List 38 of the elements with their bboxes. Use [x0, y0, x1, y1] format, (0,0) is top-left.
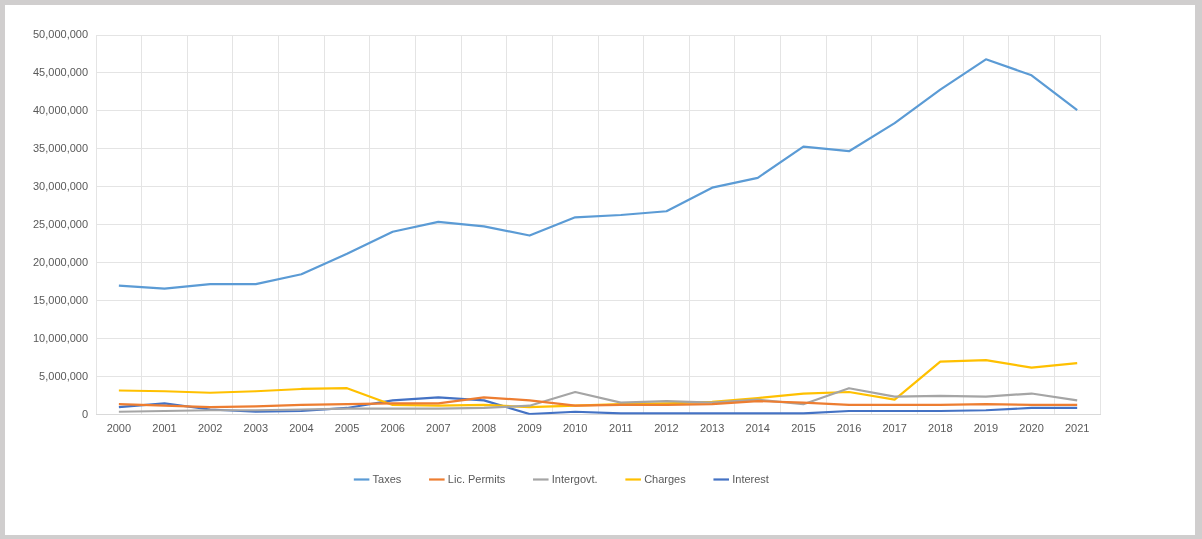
- x-tick-label: 2016: [836, 422, 862, 435]
- legend-label: Lic. Permits: [447, 472, 506, 485]
- y-tick-label: 10,000,000: [32, 331, 89, 344]
- y-tick-label: 45,000,000: [32, 66, 89, 79]
- x-tick-label: 2020: [1019, 422, 1044, 435]
- x-tick-label: 2011: [609, 422, 633, 435]
- y-tick-label: 0: [81, 407, 89, 420]
- x-tick-label: 2017: [882, 422, 907, 435]
- y-tick-label: 35,000,000: [32, 141, 89, 154]
- y-tick-label: 50,000,000: [32, 28, 89, 41]
- x-tick-label: 2010: [562, 422, 588, 435]
- legend-label: Taxes: [372, 472, 402, 485]
- x-tick-label: 2009: [517, 422, 542, 435]
- legend-label: Interest: [732, 472, 769, 485]
- x-tick-label: 2008: [471, 422, 497, 435]
- y-tick-label: 15,000,000: [32, 293, 89, 306]
- x-tick-label: 2013: [699, 422, 725, 435]
- x-tick-label: 2014: [745, 422, 770, 435]
- x-tick-label: 2000: [106, 422, 132, 435]
- legend-label: Charges: [644, 472, 687, 485]
- legend-label: Intergovt.: [551, 472, 598, 485]
- y-tick-label: 20,000,000: [32, 255, 89, 268]
- x-tick-label: 2003: [243, 422, 269, 435]
- x-tick-label: 2015: [791, 422, 816, 435]
- x-tick-label: 2004: [289, 422, 314, 435]
- y-tick-label: 5,000,000: [39, 369, 89, 382]
- x-tick-label: 2005: [334, 422, 360, 435]
- x-tick-label: 2007: [426, 422, 451, 435]
- x-tick-label: 2001: [152, 422, 177, 435]
- y-tick-label: 25,000,000: [32, 217, 89, 230]
- y-tick-label: 40,000,000: [32, 103, 89, 116]
- x-tick-label: 2006: [380, 422, 405, 435]
- x-tick-label: 2018: [928, 422, 953, 435]
- x-tick-label: 2021: [1064, 422, 1090, 435]
- x-tick-label: 2002: [197, 422, 223, 435]
- y-tick-label: 30,000,000: [32, 179, 89, 192]
- x-tick-label: 2012: [654, 422, 679, 435]
- x-tick-label: 2019: [973, 422, 999, 435]
